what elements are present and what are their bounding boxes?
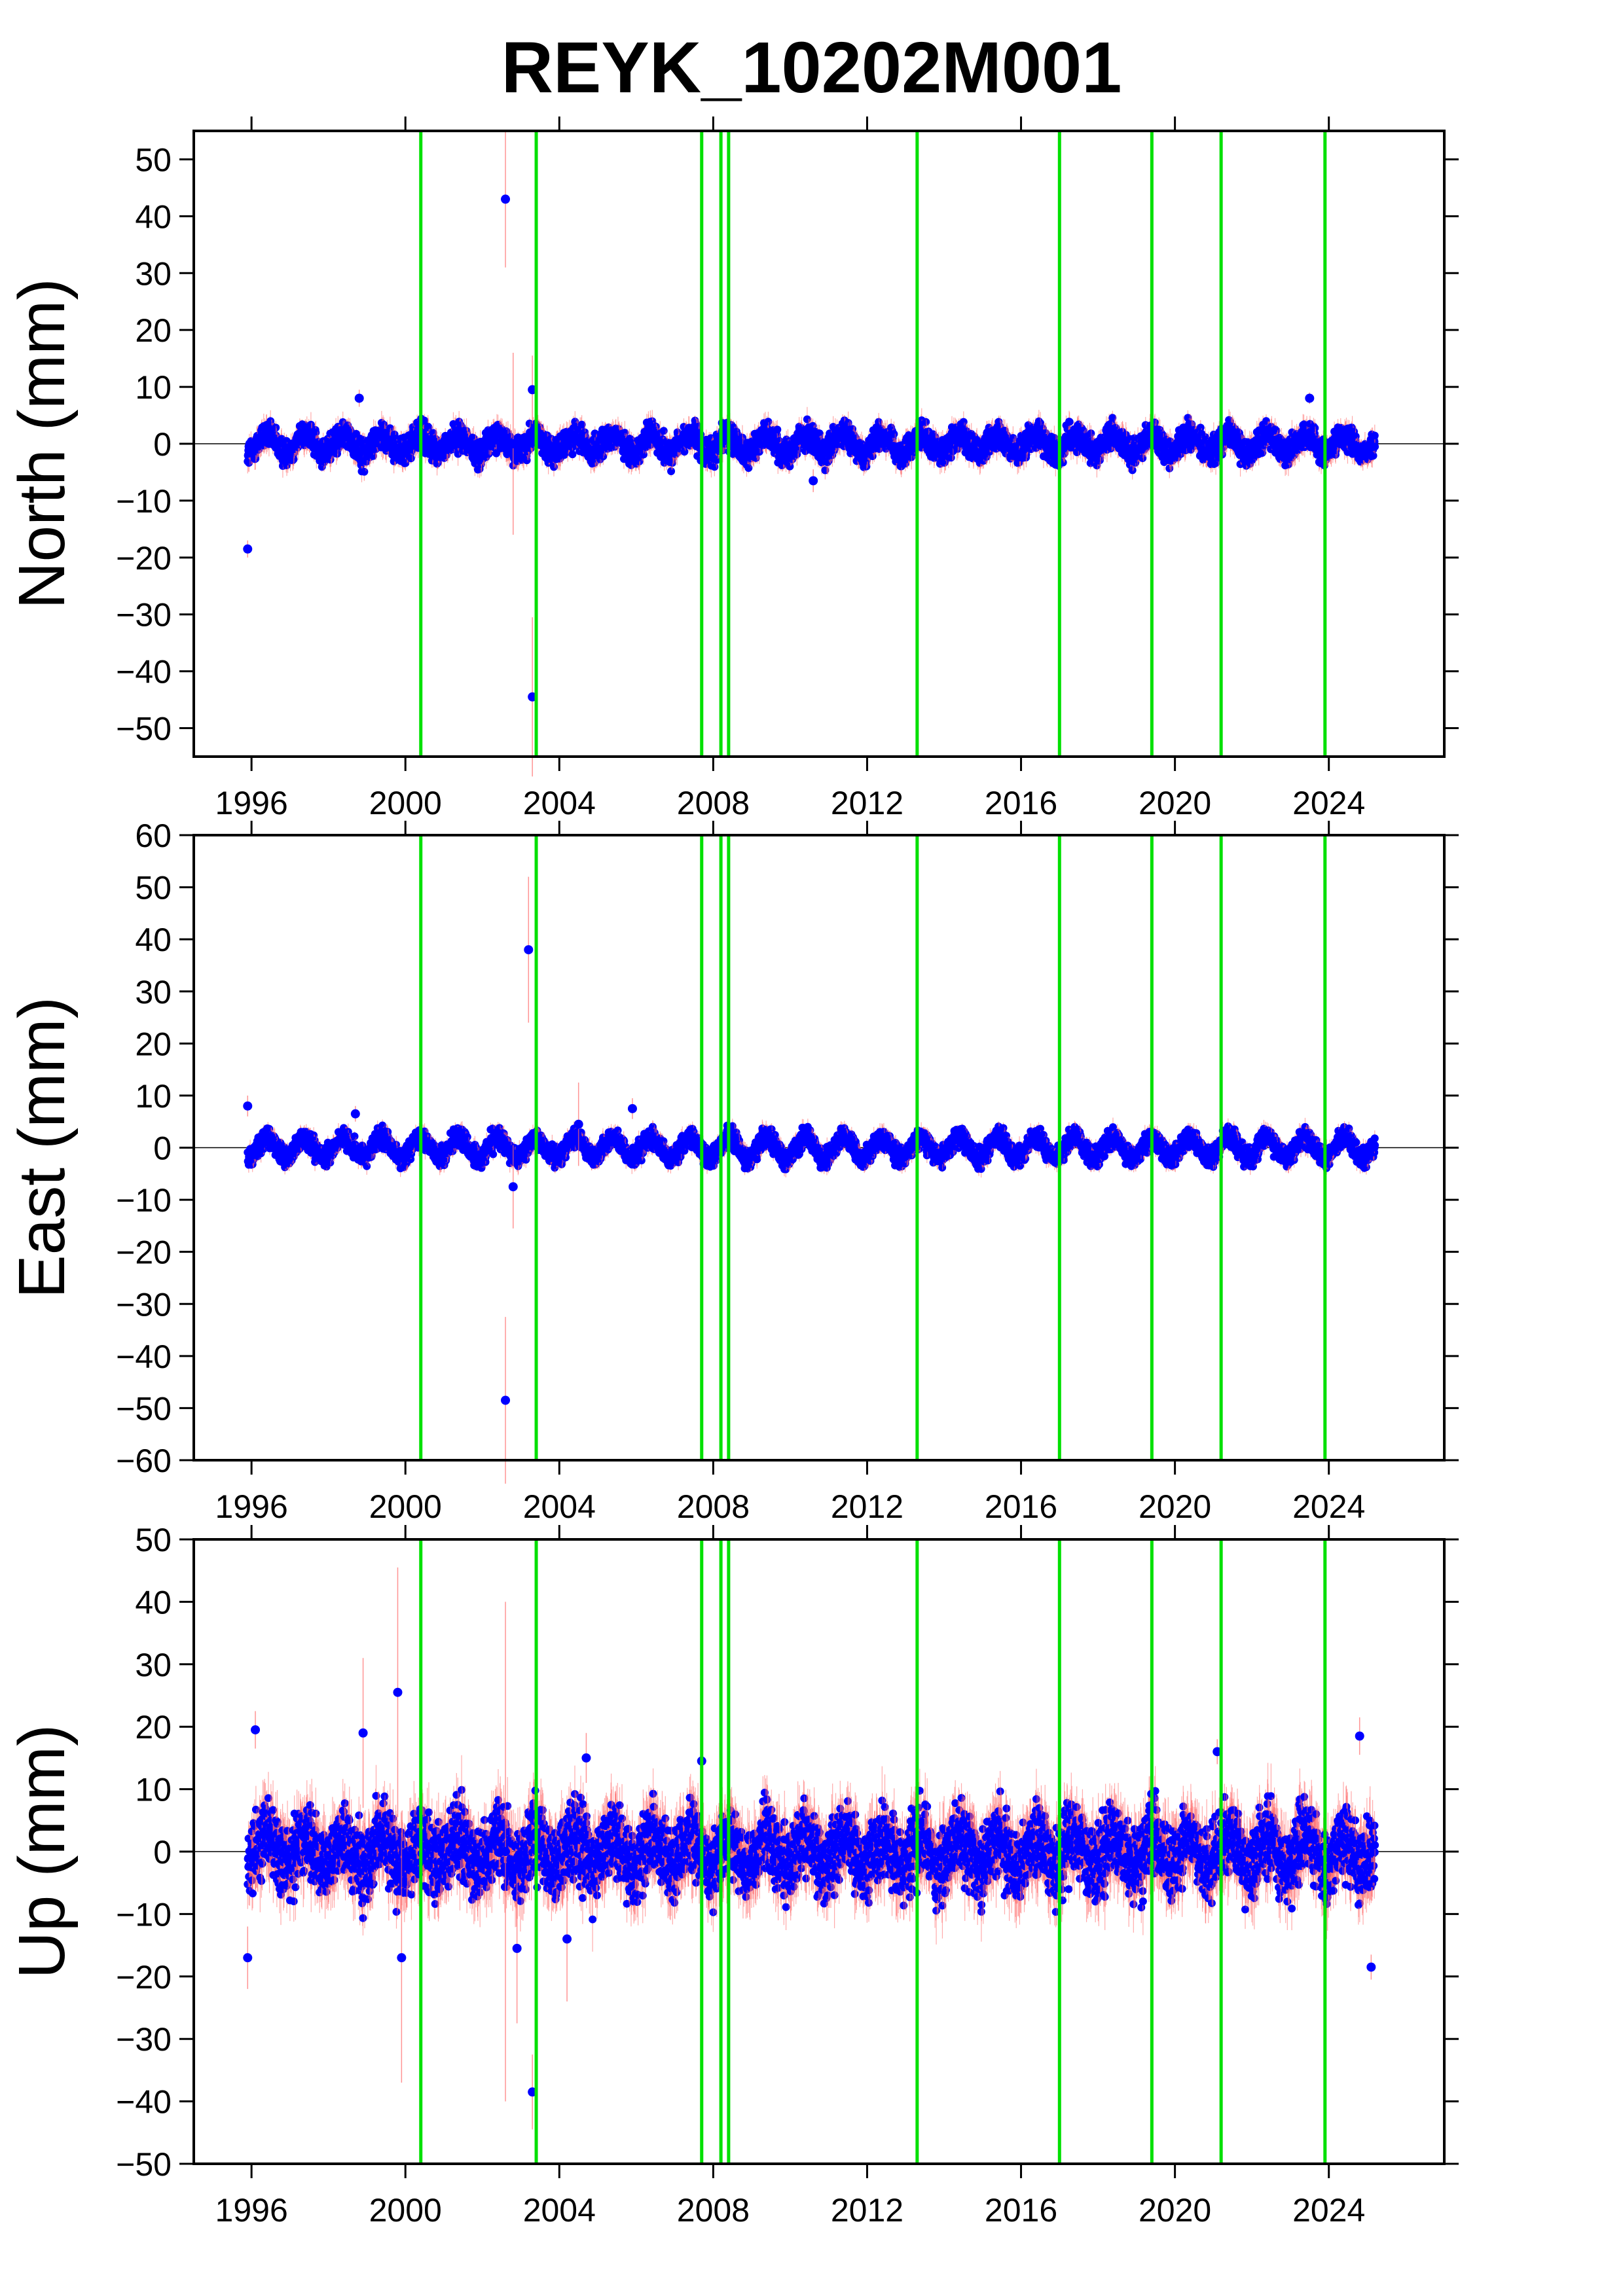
figure-title: REYK_10202M001 bbox=[0, 26, 1623, 109]
data-points-north bbox=[243, 131, 1379, 777]
data-point bbox=[659, 427, 668, 435]
panel-north: 1996 2000 2004 2008 2012 2016 2020 2024−50−40−3… bbox=[5, 117, 1459, 821]
data-point bbox=[568, 450, 577, 459]
data-point bbox=[360, 467, 369, 476]
data-point bbox=[710, 463, 719, 471]
data-point bbox=[599, 452, 608, 461]
data-point bbox=[667, 467, 676, 475]
data-point bbox=[549, 463, 558, 471]
data-point bbox=[245, 459, 253, 467]
